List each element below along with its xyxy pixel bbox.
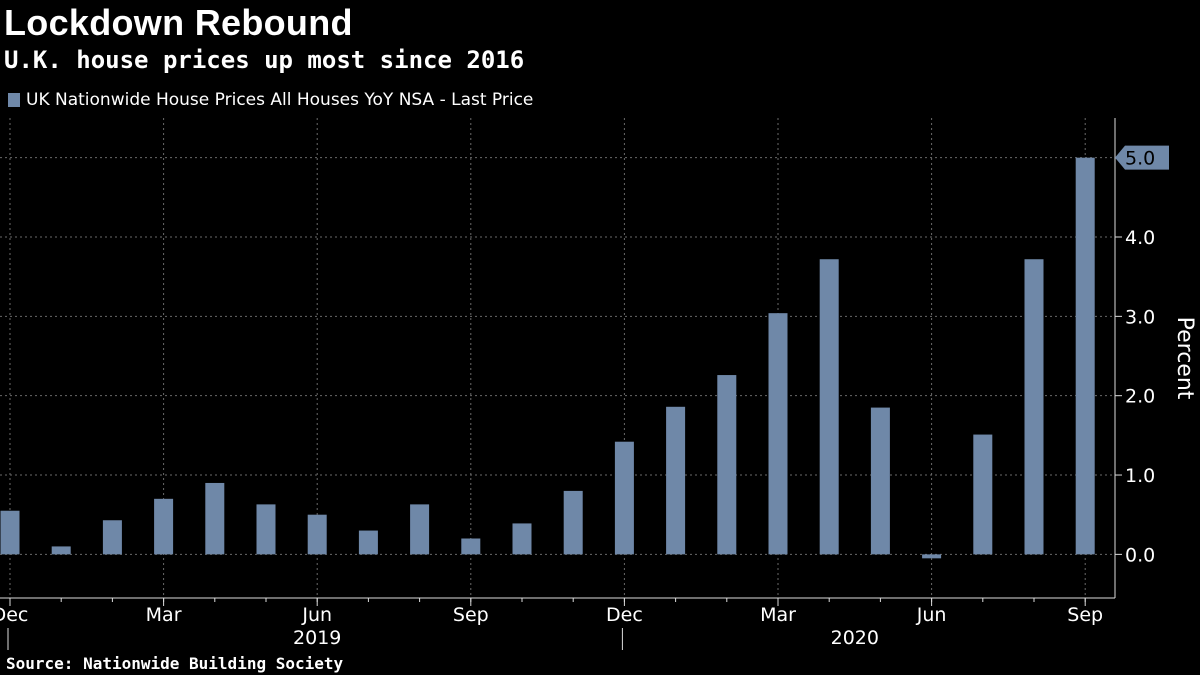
gridlines <box>0 118 1115 598</box>
axes: 0.01.02.03.04.05.05.0PercentDecMarJunSep… <box>0 118 1197 650</box>
last-value-label: 5.0 <box>1125 148 1155 170</box>
bar <box>768 313 788 555</box>
bar <box>614 441 634 555</box>
x-tick-label: Dec <box>606 604 643 626</box>
legend: UK Nationwide House Prices All Houses Yo… <box>8 90 533 110</box>
source-note: Source: Nationwide Building Society <box>6 654 344 673</box>
year-label: 2019 <box>293 627 341 649</box>
chart-subtitle: U.K. house prices up most since 2016 <box>4 46 525 74</box>
bar <box>922 554 942 559</box>
bars <box>0 157 1095 559</box>
bar <box>0 510 20 555</box>
x-tick-label: Dec <box>0 604 28 626</box>
y-tick-label: 2.0 <box>1125 386 1155 408</box>
bar <box>358 530 378 555</box>
bar <box>1024 259 1044 555</box>
bar <box>1075 157 1095 555</box>
y-axis-title: Percent <box>1172 317 1197 400</box>
x-tick-label: Mar <box>146 604 182 626</box>
bar <box>307 514 327 555</box>
x-tick-label: Jun <box>916 604 947 626</box>
bar <box>461 538 481 555</box>
y-tick-label: 0.0 <box>1125 544 1155 566</box>
x-tick-label: Sep <box>453 604 489 626</box>
bar <box>563 490 583 555</box>
bar <box>512 523 532 555</box>
x-tick-label: Mar <box>760 604 796 626</box>
bar <box>205 482 225 555</box>
x-tick-label: Jun <box>301 604 332 626</box>
chart-title: Lockdown Rebound <box>4 2 353 43</box>
bar <box>102 520 122 555</box>
year-label: 2020 <box>831 627 879 649</box>
bar <box>870 407 890 555</box>
y-tick-label: 1.0 <box>1125 465 1155 487</box>
bar <box>819 259 839 555</box>
bar <box>973 434 993 555</box>
bar <box>256 504 276 555</box>
x-tick-label: Sep <box>1067 604 1103 626</box>
bar <box>666 406 686 555</box>
legend-swatch <box>8 93 20 107</box>
legend-label: UK Nationwide House Prices All Houses Yo… <box>26 90 534 110</box>
bar <box>51 546 71 555</box>
y-tick-label: 3.0 <box>1125 306 1155 328</box>
bar <box>154 498 174 555</box>
last-value-callout <box>1115 145 1169 170</box>
y-tick-label: 4.0 <box>1125 227 1155 249</box>
bar <box>410 504 430 555</box>
bar <box>717 375 737 555</box>
